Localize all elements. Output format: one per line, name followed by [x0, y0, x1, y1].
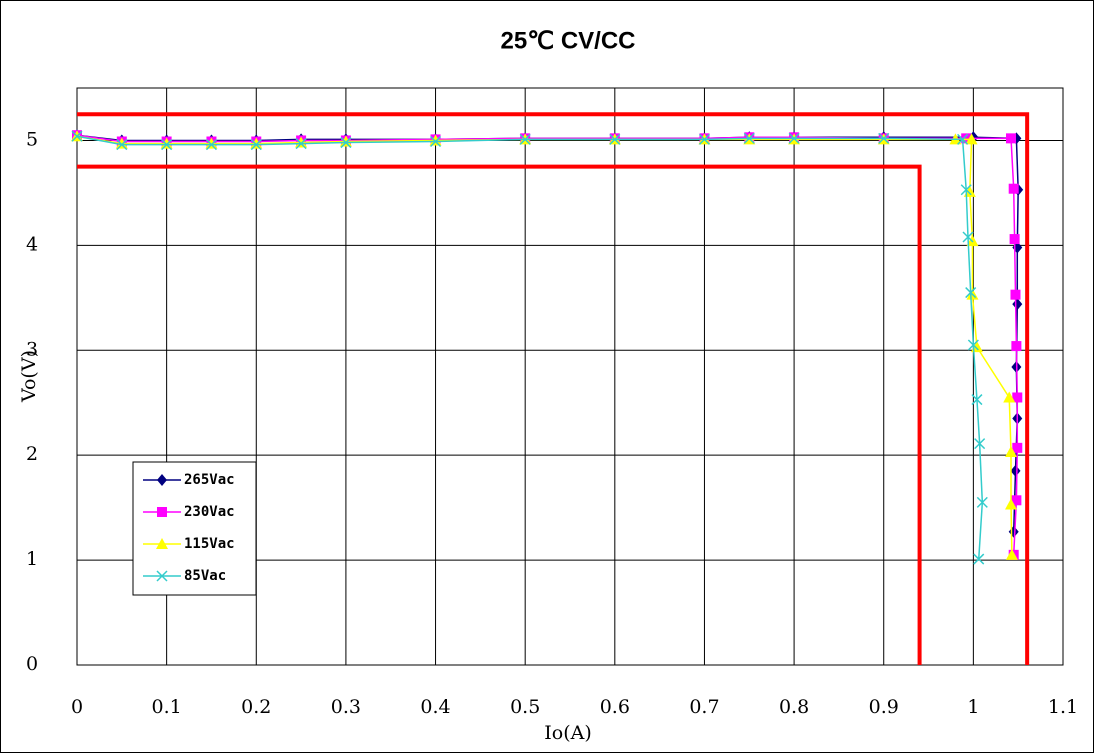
- marker: [160, 137, 173, 149]
- marker: [962, 231, 974, 243]
- legend-marker: [157, 474, 167, 486]
- marker: [609, 133, 621, 145]
- marker: [115, 137, 128, 149]
- x-tick-label: 0.8: [779, 696, 809, 718]
- y-tick-label: 4: [26, 233, 38, 255]
- legend-marker: [157, 507, 167, 517]
- x-tick-label: 1.1: [1048, 696, 1078, 718]
- marker: [973, 553, 985, 565]
- x-tick-label: 0.7: [689, 696, 719, 718]
- y-axis-label: Vo(V): [18, 350, 40, 403]
- marker: [250, 137, 263, 149]
- marker: [430, 135, 442, 148]
- marker: [1003, 391, 1016, 403]
- marker: [788, 132, 800, 144]
- marker: [1012, 442, 1023, 453]
- marker: [965, 287, 977, 299]
- marker: [1006, 133, 1017, 144]
- legend-label: 85Vac: [184, 568, 226, 584]
- x-tick-label: 0: [71, 696, 83, 718]
- x-tick-label: 0.2: [241, 696, 271, 718]
- x-axis-label: Io(A): [544, 722, 592, 744]
- marker: [205, 139, 217, 151]
- marker: [519, 133, 531, 145]
- x-tick-label: 0.6: [600, 696, 630, 718]
- y-tick-label: 2: [26, 443, 38, 465]
- marker: [1009, 234, 1020, 245]
- marker: [71, 130, 83, 142]
- marker: [1010, 289, 1021, 300]
- x-tick-label: 0.4: [420, 696, 450, 718]
- marker: [295, 138, 307, 150]
- marker: [698, 133, 710, 145]
- marker: [1011, 341, 1022, 352]
- legend-marker: [156, 570, 168, 582]
- chart-title: 25℃ CV/CC: [501, 27, 636, 54]
- marker: [116, 139, 128, 151]
- y-tick-label: 5: [26, 128, 38, 150]
- y-tick-label: 1: [26, 548, 38, 570]
- marker: [961, 133, 972, 144]
- marker: [1012, 298, 1023, 311]
- marker: [1005, 498, 1018, 510]
- marker: [250, 139, 262, 151]
- legend: 265Vac 230Vac 115Vac 85Vac: [132, 461, 257, 596]
- marker: [1008, 183, 1019, 194]
- legend-marker: [156, 538, 168, 549]
- x-tick-label: 0.5: [510, 696, 540, 718]
- marker: [1005, 446, 1018, 458]
- series-line: [76, 135, 1013, 555]
- limit-line: [77, 112, 1030, 665]
- marker: [205, 137, 218, 149]
- series-line: [76, 134, 1019, 555]
- marker: [161, 139, 173, 151]
- marker: [965, 133, 978, 145]
- legend-label: 230Vac: [184, 504, 235, 520]
- marker: [960, 184, 972, 196]
- marker: [743, 132, 755, 144]
- marker: [971, 394, 983, 406]
- x-tick-label: 0.9: [869, 696, 899, 718]
- y-tick-label: 3: [26, 338, 38, 360]
- marker: [974, 438, 986, 450]
- marker: [340, 137, 352, 149]
- x-tick-label: 0.1: [152, 696, 182, 718]
- marker: [878, 132, 890, 144]
- marker: [1012, 392, 1023, 403]
- marker: [967, 339, 979, 351]
- x-tick-label: 1: [967, 696, 979, 718]
- marker: [339, 135, 352, 147]
- marker: [976, 496, 988, 508]
- marker: [1005, 548, 1018, 560]
- legend-box: [132, 461, 257, 596]
- limit-line: [77, 164, 922, 665]
- marker: [429, 134, 442, 146]
- legend-label: 115Vac: [184, 536, 235, 552]
- legend-label: 265Vac: [184, 472, 235, 488]
- marker: [1010, 464, 1021, 477]
- y-tick-label: 0: [26, 653, 38, 675]
- marker: [1011, 495, 1022, 506]
- marker: [295, 136, 308, 148]
- x-tick-label: 0.3: [331, 696, 361, 718]
- marker: [957, 133, 969, 145]
